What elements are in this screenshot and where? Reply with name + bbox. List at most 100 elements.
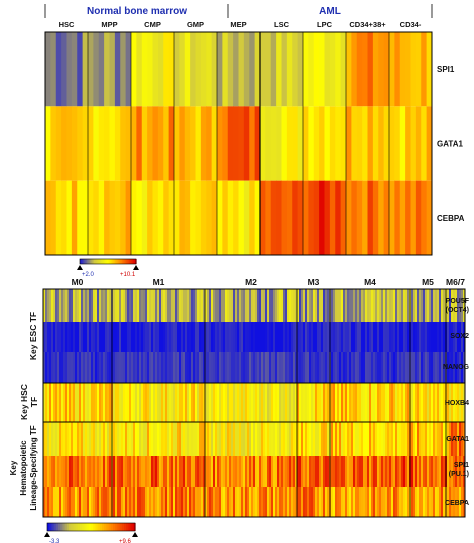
heatmap-cell — [393, 322, 396, 352]
heatmap-cell — [265, 289, 268, 322]
heatmap-cell — [139, 456, 142, 487]
heatmap-cell — [410, 32, 417, 107]
heatmap-cell — [245, 422, 248, 456]
heatmap-cell — [205, 289, 208, 322]
heatmap-cell — [217, 289, 220, 322]
heatmap-cell — [321, 352, 324, 383]
heatmap-cell — [225, 322, 228, 352]
heatmap-cell — [127, 422, 130, 456]
heatmap-cell — [97, 322, 100, 352]
column-label: HSC — [59, 20, 75, 29]
heatmap-cell — [367, 106, 374, 181]
heatmap-cell — [231, 322, 234, 352]
heatmap-cell — [393, 487, 396, 517]
heatmap-cell — [357, 422, 360, 456]
heatmap-cell — [411, 456, 414, 487]
heatmap-cell — [145, 487, 148, 517]
legend-gradient-step — [95, 259, 98, 264]
heatmap-cell — [145, 456, 148, 487]
heatmap-cell — [207, 352, 210, 383]
heatmap-cell — [383, 487, 386, 517]
heatmap-cell — [313, 352, 316, 383]
heatmap-cell — [91, 456, 94, 487]
heatmap-cell — [195, 352, 198, 383]
heatmap-cell — [395, 456, 398, 487]
heatmap-cell — [185, 422, 188, 456]
legend-gradient-step — [121, 523, 125, 531]
heatmap-cell — [171, 352, 174, 383]
legend-gradient-step — [82, 523, 85, 531]
heatmap-cell — [177, 422, 180, 456]
heatmap-cell — [75, 422, 78, 456]
heatmap-cell — [113, 487, 116, 517]
heatmap-cell — [259, 322, 262, 352]
heatmap-cell — [357, 383, 360, 422]
heatmap-cell — [107, 383, 110, 422]
legend-min-label: -3.3 — [49, 539, 60, 543]
legend-gradient-step — [115, 259, 117, 264]
heatmap-cell — [167, 289, 170, 322]
legend-max-marker — [132, 532, 138, 537]
heatmap-cell — [307, 322, 310, 352]
heatmap-cell — [391, 487, 394, 517]
heatmap-cell — [379, 322, 382, 352]
heatmap-cell — [141, 352, 144, 383]
heatmap-cell — [249, 487, 252, 517]
heatmap-cell — [345, 487, 348, 517]
heatmap-cell — [201, 422, 204, 456]
heatmap-cell — [207, 289, 210, 322]
heatmap-cell — [189, 422, 192, 456]
heatmap-cell — [123, 487, 126, 517]
heatmap-cell — [407, 487, 410, 517]
heatmap-cell — [181, 383, 184, 422]
heatmap-cell — [371, 383, 374, 422]
heatmap-cell — [279, 456, 282, 487]
heatmap-cell — [345, 289, 348, 322]
legend-gradient-step — [108, 259, 110, 264]
heatmap-cell — [385, 352, 388, 383]
heatmap-cell — [135, 487, 138, 517]
heatmap-cell — [429, 383, 432, 422]
legend-gradient-step — [120, 259, 123, 264]
heatmap-cell — [43, 383, 46, 422]
heatmap-cell — [131, 106, 137, 181]
heatmap-cell — [279, 487, 282, 517]
heatmap-cell — [131, 322, 134, 352]
heatmap-cell — [141, 422, 144, 456]
heatmap-cell — [215, 322, 218, 352]
heatmap-cell — [169, 487, 172, 517]
heatmap-cell — [77, 289, 80, 322]
heatmap-cell — [229, 456, 232, 487]
heatmap-cell — [245, 322, 248, 352]
heatmap-cell — [343, 322, 346, 352]
legend-gradient-step — [88, 523, 92, 531]
heatmap-cell — [391, 289, 394, 322]
heatmap-cell — [297, 32, 304, 107]
heatmap-cell — [355, 352, 358, 383]
heatmap-cell — [233, 322, 236, 352]
row-label: (OCT4) — [446, 307, 469, 314]
heatmap-cell — [135, 422, 138, 456]
heatmap-cell — [301, 383, 304, 422]
heatmap-cell — [235, 352, 238, 383]
heatmap-cell — [407, 352, 410, 383]
heatmap-cell — [413, 289, 416, 322]
heatmap-cell — [279, 422, 282, 456]
heatmap-cell — [375, 289, 378, 322]
heatmap-cell — [239, 422, 242, 456]
heatmap-cell — [77, 352, 80, 383]
heatmap-cell — [281, 352, 284, 383]
heatmap-cell — [73, 487, 76, 517]
heatmap-cell — [49, 289, 52, 322]
heatmap-cell — [61, 422, 64, 456]
heatmap-cell — [179, 352, 182, 383]
heatmap-cell — [45, 456, 48, 487]
heatmap-cell — [323, 456, 326, 487]
heatmap-cell — [324, 180, 331, 255]
heatmap-cell — [325, 322, 328, 352]
heatmap-cell — [71, 180, 78, 255]
heatmap-cell — [61, 352, 64, 383]
legend-gradient-step — [109, 259, 112, 264]
heatmap-cell — [175, 487, 178, 517]
heatmap-cell — [271, 289, 274, 322]
